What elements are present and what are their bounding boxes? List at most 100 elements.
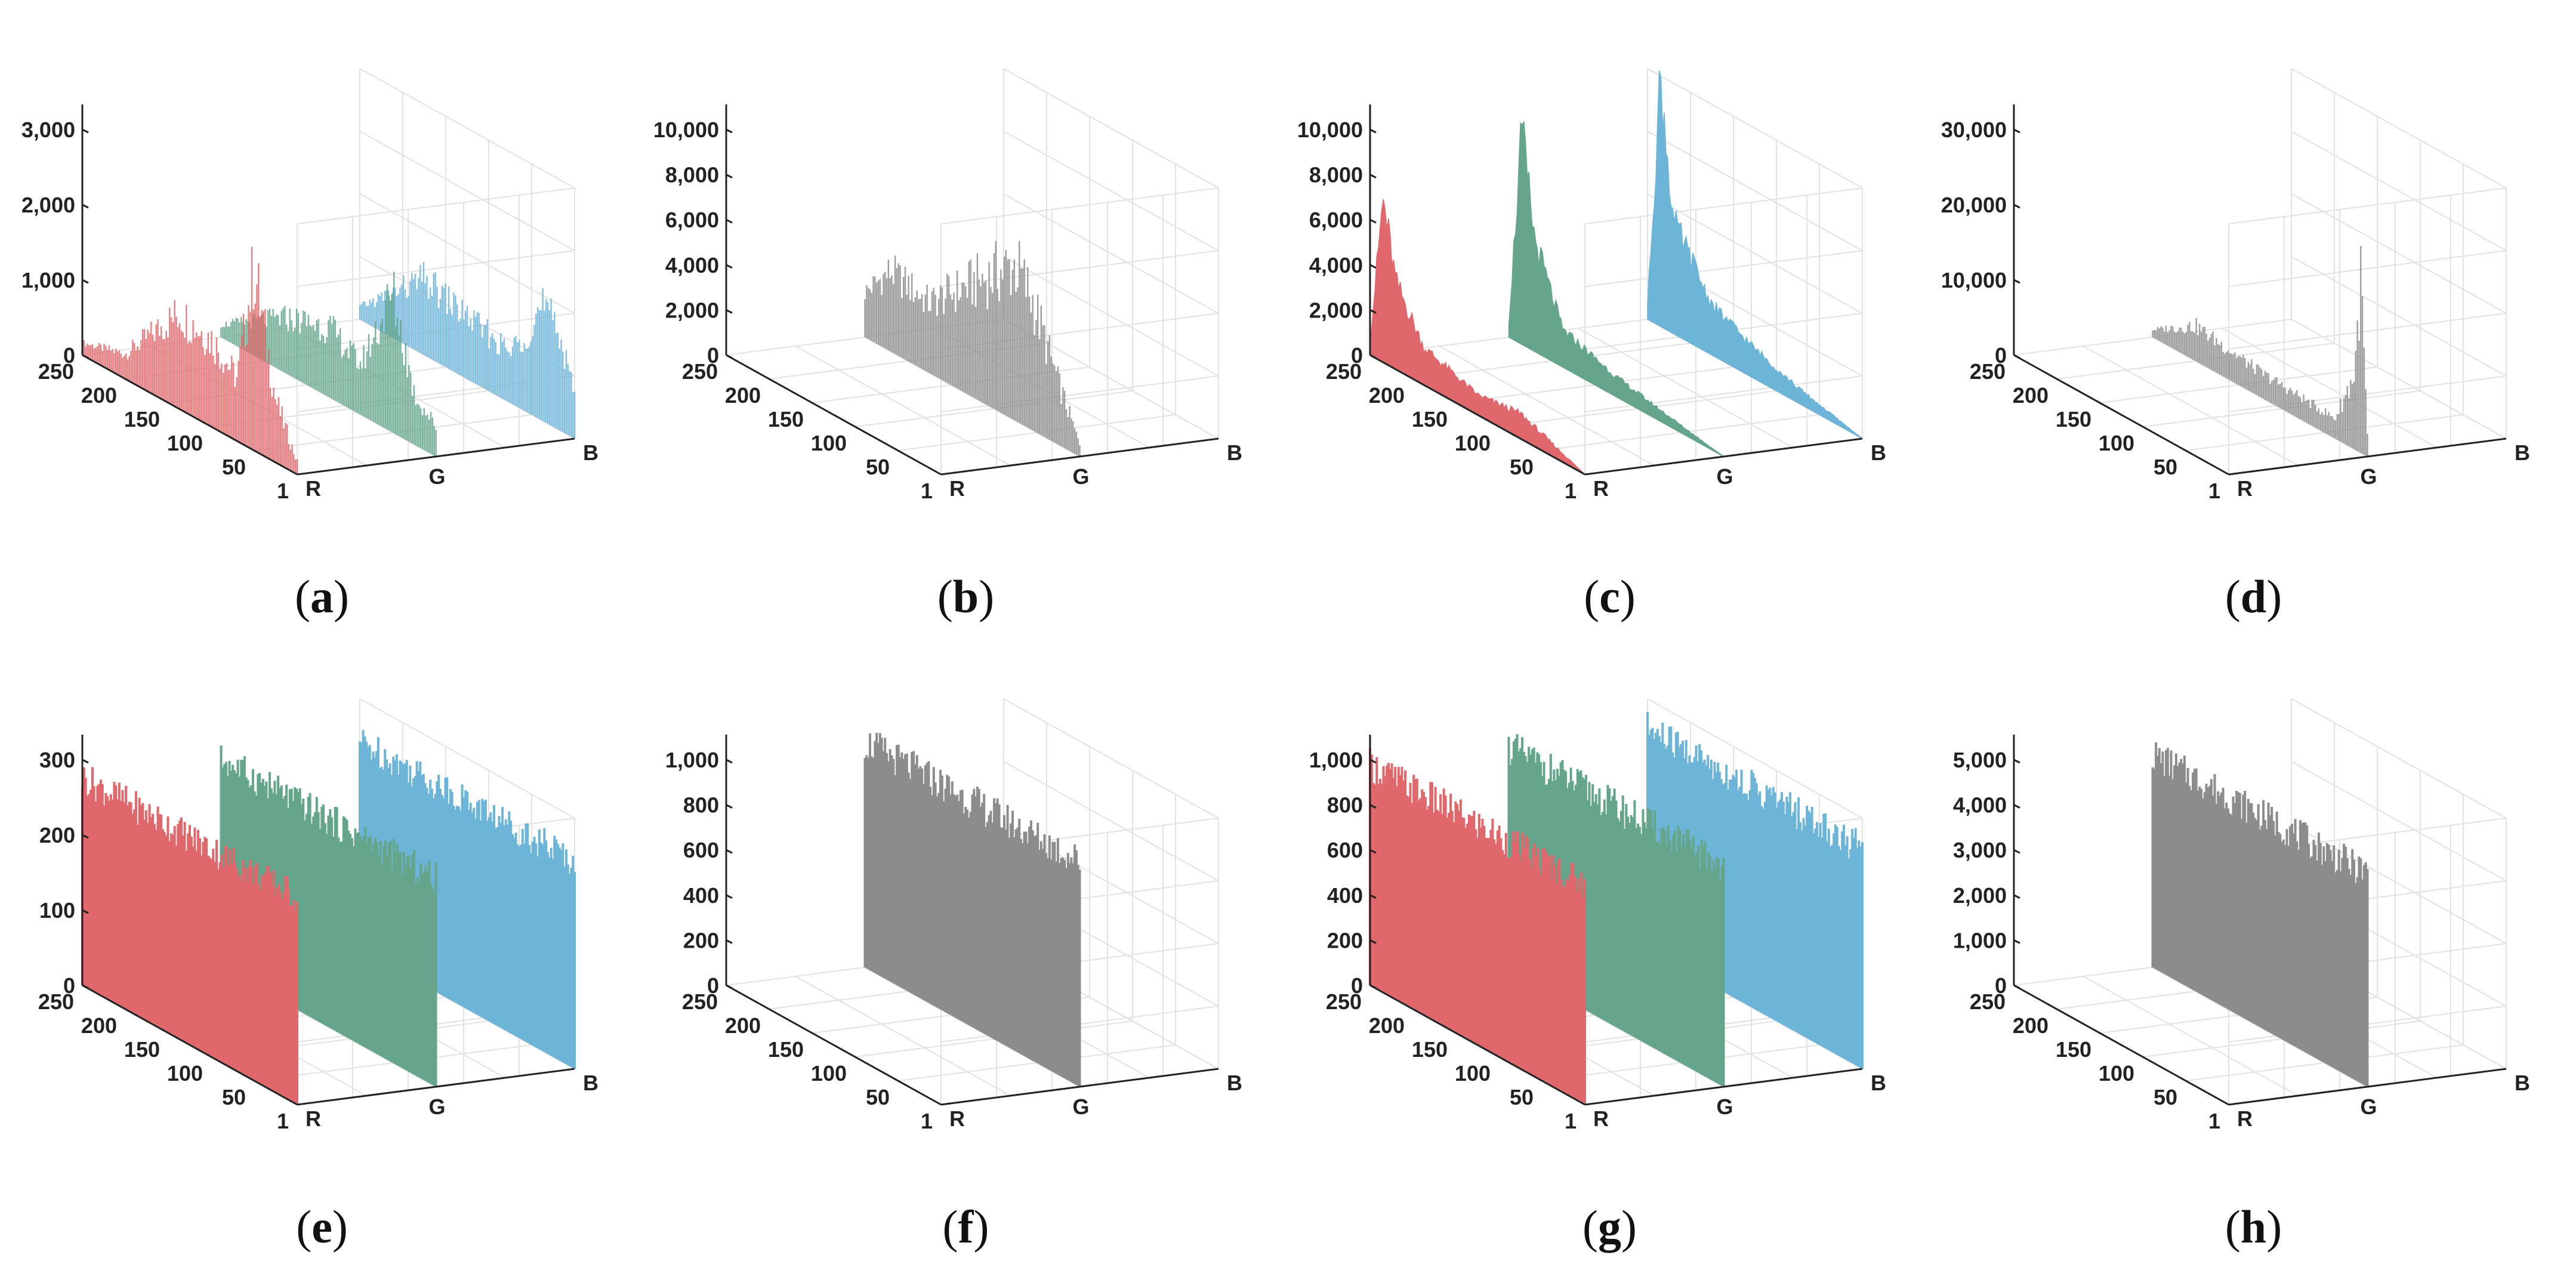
z-tick-label: 2,000 bbox=[1309, 298, 1363, 322]
x-tick-label: 200 bbox=[81, 1013, 117, 1038]
grid-line bbox=[2291, 193, 2507, 314]
z-tick bbox=[2013, 354, 2020, 359]
z-tick bbox=[726, 354, 733, 359]
z-tick bbox=[726, 309, 733, 314]
x-axis-line bbox=[82, 354, 298, 476]
z-tick-label: 0 bbox=[1351, 343, 1363, 368]
z-tick bbox=[82, 759, 89, 764]
z-tick-label: 4,000 bbox=[1309, 253, 1363, 278]
grid-line bbox=[297, 250, 575, 287]
z-tick bbox=[726, 849, 733, 854]
z-tick bbox=[82, 984, 89, 989]
z-tick-label: 2,000 bbox=[665, 298, 719, 322]
x-axis-line bbox=[726, 984, 942, 1106]
x-tick-label: 200 bbox=[725, 383, 761, 408]
grid-line bbox=[1647, 193, 1863, 314]
z-tick bbox=[1369, 984, 1377, 989]
grid-line bbox=[2291, 131, 2507, 251]
histogram-panel-f: 0 200 400 600 800 1,000 250 200 150 100 50 1 R G B (f) bbox=[644, 630, 1288, 1260]
series-r bbox=[1369, 748, 1586, 1105]
y-axis-line bbox=[940, 437, 1219, 476]
z-tick bbox=[2013, 279, 2020, 284]
z-tick bbox=[1369, 939, 1377, 944]
axis-label-r: R bbox=[949, 476, 965, 501]
grid-line bbox=[1003, 319, 1219, 439]
x-tick-label: 150 bbox=[2056, 1037, 2091, 1062]
x-tick-label: 150 bbox=[124, 407, 160, 431]
panel-letter-f: f bbox=[958, 1201, 974, 1253]
grid-line bbox=[795, 976, 1011, 1096]
axis-label-g: G bbox=[2360, 464, 2377, 489]
x-tick-label: 1 bbox=[921, 1109, 933, 1133]
grid-line bbox=[1647, 698, 1863, 819]
grid-line bbox=[359, 193, 575, 314]
x-tick-label: 200 bbox=[2013, 1013, 2049, 1038]
axis-label-b: B bbox=[1227, 1071, 1242, 1095]
histogram-chart-d: 0 10,000 20,000 30,000 250 200 150 100 50 1 R G B bbox=[1941, 68, 2530, 503]
y-axis-line bbox=[2228, 1068, 2507, 1106]
z-tick-label: 1,000 bbox=[1953, 928, 2007, 952]
histogram-panel-a: 0 1,000 2,000 3,000 250 200 150 100 50 1 R G B (a) bbox=[0, 0, 644, 630]
x-tick-label: 250 bbox=[1326, 989, 1362, 1014]
axis-label-r: R bbox=[2237, 476, 2253, 501]
panel-caption-c: (c) bbox=[1584, 571, 1636, 622]
histogram-chart-c: 0 2,000 4,000 6,000 8,000 10,000 250 200 150 100 5… bbox=[1297, 68, 1886, 503]
series-b bbox=[359, 730, 576, 1069]
z-tick-label: 30,000 bbox=[1941, 118, 2007, 142]
x-tick-label: 1 bbox=[1565, 1109, 1577, 1133]
x-axis-line bbox=[1369, 984, 1585, 1106]
panel-caption-g: (g) bbox=[1582, 1201, 1637, 1253]
grid-line bbox=[1003, 131, 1219, 251]
z-tick bbox=[82, 279, 89, 284]
x-tick-label: 200 bbox=[2013, 383, 2049, 408]
grid-line bbox=[359, 698, 575, 819]
z-tick-label: 10,000 bbox=[1297, 118, 1363, 142]
axis-label-b: B bbox=[583, 440, 599, 465]
grid-line bbox=[1647, 68, 1863, 189]
x-tick-label: 100 bbox=[1455, 1061, 1491, 1086]
area-g bbox=[1508, 120, 1724, 457]
panel-letter-h: h bbox=[2240, 1201, 2267, 1253]
z-tick-label: 3,000 bbox=[1953, 838, 2007, 862]
z-tick bbox=[1369, 849, 1377, 854]
z-tick-label: 0 bbox=[1351, 973, 1363, 998]
axis-label-b: B bbox=[583, 1071, 599, 1095]
panel-letter-e: e bbox=[311, 1201, 332, 1253]
z-tick bbox=[1369, 264, 1377, 269]
y-axis-line bbox=[940, 1068, 1219, 1106]
x-tick-label: 250 bbox=[1970, 989, 2006, 1014]
x-tick-label: 150 bbox=[1412, 1037, 1448, 1062]
z-tick-label: 1,000 bbox=[21, 268, 75, 292]
x-tick-label: 150 bbox=[768, 1037, 804, 1062]
grid-line bbox=[2222, 328, 2438, 448]
histogram-panel-e: 0 100 200 300 250 200 150 100 50 1 R G B (e) bbox=[0, 630, 644, 1260]
x-tick-label: 50 bbox=[1510, 1085, 1534, 1109]
z-tick bbox=[726, 128, 733, 134]
axis-label-r: R bbox=[2237, 1106, 2253, 1131]
grid-line bbox=[1003, 256, 1219, 377]
x-tick-label: 100 bbox=[811, 1061, 847, 1086]
z-tick bbox=[726, 759, 733, 764]
z-tick bbox=[1369, 174, 1377, 178]
grid-line bbox=[2228, 313, 2507, 350]
x-tick-label: 200 bbox=[81, 383, 117, 408]
grid-line bbox=[940, 187, 1219, 224]
z-tick bbox=[82, 204, 89, 209]
z-tick-label: 1,000 bbox=[665, 748, 719, 772]
axis-label-b: B bbox=[1871, 440, 1886, 465]
series-gray bbox=[863, 732, 1081, 1087]
axis-label-g: G bbox=[2360, 1094, 2377, 1119]
z-tick bbox=[726, 984, 733, 989]
x-tick-label: 150 bbox=[124, 1037, 160, 1062]
grid-line bbox=[1439, 346, 1655, 466]
series-b bbox=[359, 261, 576, 439]
axis-label-r: R bbox=[1593, 1106, 1609, 1131]
axis-label-g: G bbox=[428, 1094, 445, 1119]
x-tick-label: 100 bbox=[167, 431, 203, 455]
axis-label-b: B bbox=[2515, 1071, 2530, 1095]
z-tick bbox=[1369, 309, 1377, 314]
z-tick bbox=[2013, 204, 2020, 209]
z-tick-label: 3,000 bbox=[21, 118, 75, 142]
grid-line bbox=[2228, 187, 2507, 224]
